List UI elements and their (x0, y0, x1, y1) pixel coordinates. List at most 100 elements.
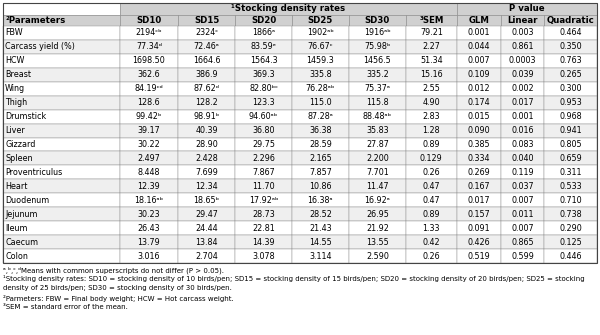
Bar (178, 235, 235, 249)
Bar (544, 151, 597, 165)
Bar (457, 249, 500, 263)
Text: 123.3: 123.3 (252, 98, 275, 107)
Text: 0.89: 0.89 (422, 140, 440, 149)
Bar (349, 193, 406, 207)
Text: Quadratic: Quadratic (547, 16, 595, 25)
Text: 0.174: 0.174 (467, 98, 490, 107)
Bar (3, 14, 120, 26)
Bar (235, 179, 292, 193)
Bar (406, 193, 457, 207)
Text: 29.47: 29.47 (195, 210, 218, 219)
Bar (349, 82, 406, 96)
Bar (406, 249, 457, 263)
Bar (349, 235, 406, 249)
Text: 0.011: 0.011 (511, 210, 534, 219)
Text: 0.47: 0.47 (422, 182, 440, 191)
Text: 0.968: 0.968 (559, 112, 582, 121)
Text: 72.46ᵃ: 72.46ᵃ (194, 43, 220, 51)
Text: 28.59: 28.59 (309, 140, 332, 149)
Bar (544, 207, 597, 221)
Text: 1564.3: 1564.3 (250, 56, 277, 65)
Bar (500, 96, 544, 110)
Bar (544, 235, 597, 249)
Text: Proventriculus: Proventriculus (5, 168, 62, 177)
Bar (178, 54, 235, 68)
Text: 16.92ᵃ: 16.92ᵃ (364, 196, 390, 205)
Bar (292, 221, 349, 235)
Text: 1459.3: 1459.3 (307, 56, 334, 65)
Text: Heart: Heart (5, 182, 28, 191)
Bar (3, 54, 120, 68)
Bar (235, 14, 292, 26)
Bar (457, 3, 597, 14)
Bar (500, 207, 544, 221)
Bar (500, 68, 544, 82)
Text: Thigh: Thigh (5, 98, 27, 107)
Text: 3.078: 3.078 (252, 252, 275, 261)
Text: 0.42: 0.42 (422, 238, 440, 247)
Bar (500, 235, 544, 249)
Bar (457, 110, 500, 124)
Bar (406, 68, 457, 82)
Bar (457, 193, 500, 207)
Bar (292, 193, 349, 207)
Text: Ileum: Ileum (5, 224, 28, 232)
Bar (3, 40, 120, 54)
Text: 0.659: 0.659 (559, 154, 582, 163)
Bar (178, 138, 235, 151)
Text: 82.80ᵇᶜ: 82.80ᵇᶜ (249, 84, 278, 93)
Bar (500, 110, 544, 124)
Bar (500, 26, 544, 40)
Text: 0.129: 0.129 (420, 154, 443, 163)
Text: 87.62ᵈ: 87.62ᵈ (194, 84, 220, 93)
Bar (120, 40, 178, 54)
Text: 335.2: 335.2 (366, 70, 389, 79)
Text: 0.941: 0.941 (559, 126, 582, 135)
Bar (349, 221, 406, 235)
Bar (3, 179, 120, 193)
Bar (235, 26, 292, 40)
Text: SD10: SD10 (136, 16, 161, 25)
Bar (457, 26, 500, 40)
Bar (544, 221, 597, 235)
Text: 12.34: 12.34 (195, 182, 218, 191)
Bar (500, 40, 544, 54)
Text: 11.47: 11.47 (366, 182, 389, 191)
Text: 77.34ᵈ: 77.34ᵈ (136, 43, 162, 51)
Text: 7.699: 7.699 (195, 168, 218, 177)
Text: 99.42ᵇ: 99.42ᵇ (136, 112, 162, 121)
Bar (500, 54, 544, 68)
Bar (120, 54, 178, 68)
Text: 11.70: 11.70 (252, 182, 275, 191)
Bar (292, 207, 349, 221)
Text: 7.857: 7.857 (309, 168, 332, 177)
Text: 128.2: 128.2 (195, 98, 218, 107)
Text: 0.47: 0.47 (422, 196, 440, 205)
Text: 0.083: 0.083 (511, 140, 534, 149)
Text: 0.0003: 0.0003 (509, 56, 536, 65)
Bar (235, 151, 292, 165)
Bar (3, 151, 120, 165)
Bar (292, 82, 349, 96)
Bar (349, 110, 406, 124)
Bar (178, 193, 235, 207)
Bar (457, 151, 500, 165)
Bar (349, 96, 406, 110)
Text: 0.269: 0.269 (467, 168, 490, 177)
Text: 12.39: 12.39 (137, 182, 160, 191)
Text: 2.200: 2.200 (366, 154, 389, 163)
Bar (120, 14, 178, 26)
Text: 0.26: 0.26 (422, 168, 440, 177)
Text: 0.001: 0.001 (511, 112, 534, 121)
Text: 0.953: 0.953 (559, 98, 582, 107)
Text: 0.090: 0.090 (467, 126, 490, 135)
Bar (120, 68, 178, 82)
Bar (500, 193, 544, 207)
Bar (120, 221, 178, 235)
Bar (406, 96, 457, 110)
Text: 13.55: 13.55 (366, 238, 389, 247)
Bar (544, 96, 597, 110)
Bar (544, 26, 597, 40)
Text: 128.6: 128.6 (137, 98, 160, 107)
Bar (120, 110, 178, 124)
